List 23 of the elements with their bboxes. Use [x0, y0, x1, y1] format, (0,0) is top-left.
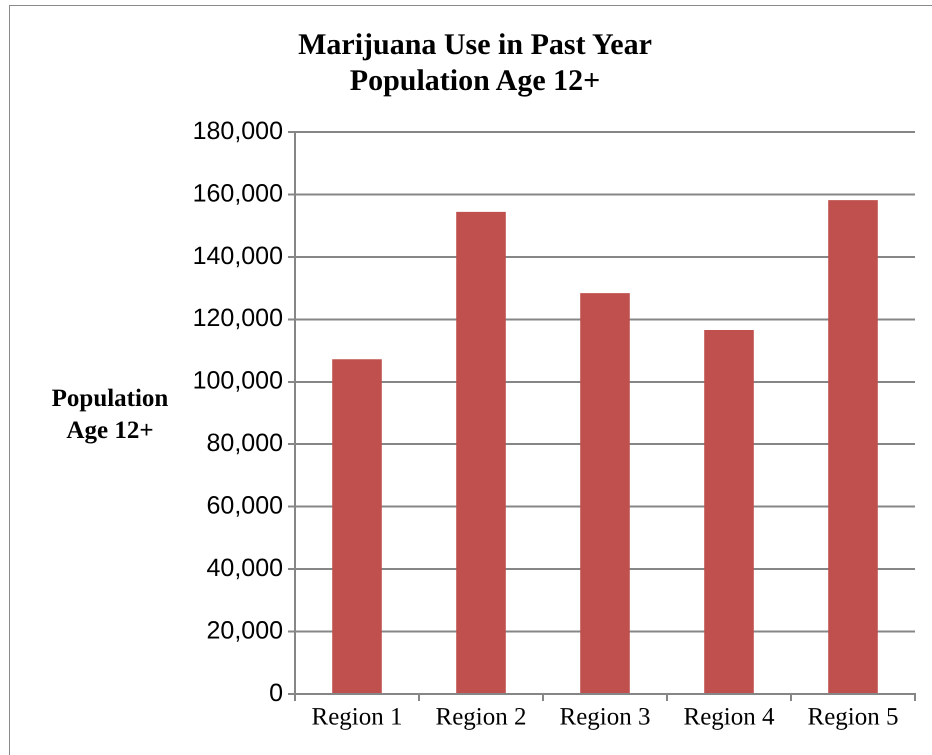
x-tick-label: Region 5 [808, 704, 898, 731]
y-tick-label: 140,000 [192, 242, 283, 270]
chart-title: Marijuana Use in Past Year [297, 27, 653, 63]
bar [332, 359, 382, 693]
x-tick-label: Region 4 [684, 704, 775, 731]
y-tick-label: 160,000 [192, 179, 283, 208]
y-axis-title: Population Age 12+ [50, 384, 170, 446]
y-tick-label: 60,000 [206, 492, 283, 520]
y-tick-label: 180,000 [192, 116, 283, 145]
chart-subtitle: Population Age 12+ [348, 63, 602, 99]
x-tick-label: Region 3 [560, 704, 650, 731]
bar [828, 200, 878, 693]
bar [456, 212, 506, 693]
y-tick-label: 120,000 [192, 304, 283, 332]
bar [704, 330, 754, 693]
x-tick-label: Region 2 [436, 704, 526, 731]
y-tick-label: 20,000 [206, 616, 283, 644]
y-tick-label: 80,000 [206, 429, 283, 458]
bar [580, 293, 630, 693]
y-tick-label: 40,000 [206, 554, 283, 582]
y-tick-label: 100,000 [192, 366, 283, 395]
y-tick-label: 0 [269, 678, 283, 707]
x-tick-label: Region 1 [312, 704, 402, 731]
